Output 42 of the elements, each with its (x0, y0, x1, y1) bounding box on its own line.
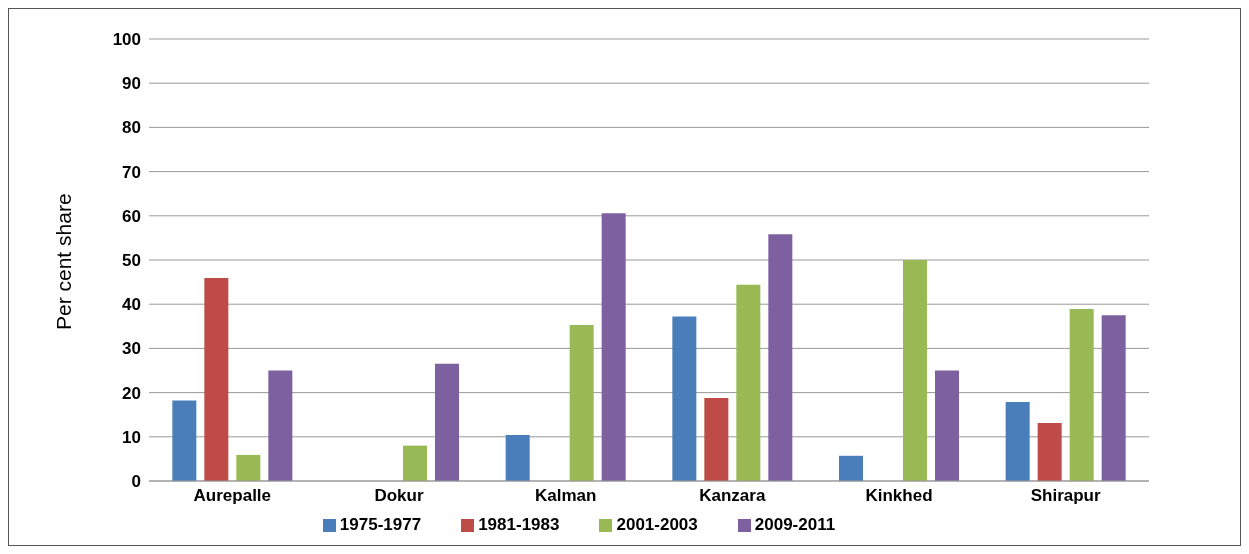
y-tick-label: 10 (122, 427, 141, 447)
x-tick-label: Kinkhed (865, 486, 933, 506)
bar (204, 278, 229, 481)
y-tick-label: 100 (112, 30, 141, 50)
bar (672, 316, 697, 481)
bar (601, 213, 626, 481)
x-tick-label: Kalman (534, 486, 597, 506)
bar (403, 445, 427, 481)
x-tick-label: Aurepalle (193, 486, 272, 506)
bar (736, 284, 761, 481)
bar (903, 260, 927, 481)
y-tick-label: 80 (122, 118, 141, 138)
bar (839, 455, 863, 481)
bar (268, 370, 293, 481)
bar (1037, 423, 1062, 481)
y-tick-label: 60 (122, 206, 141, 226)
y-tick-label: 90 (122, 74, 141, 94)
legend-label: 2001-2003 (616, 515, 698, 534)
x-tick-label: Kanzara (699, 486, 766, 506)
legend-label: 1981-1983 (478, 515, 560, 534)
bar (1069, 309, 1094, 481)
bar (704, 397, 729, 481)
x-tick-label: Dokur (374, 486, 424, 506)
y-tick-label: 50 (122, 251, 141, 271)
bar (569, 324, 594, 481)
bar (935, 370, 959, 481)
bar (505, 435, 530, 481)
bar (768, 234, 793, 481)
bar (236, 454, 261, 481)
bar (1101, 315, 1126, 481)
y-tick-label: 30 (122, 339, 141, 359)
legend-label: 1975-1977 (339, 515, 422, 534)
bar (172, 400, 197, 481)
x-tick-label: Shirapur (1030, 486, 1101, 506)
y-tick-label: 70 (122, 162, 141, 182)
bar (1005, 401, 1030, 481)
y-axis-title: Per cent share (52, 193, 76, 330)
y-tick-label: 40 (122, 295, 141, 315)
y-tick-label: 20 (122, 383, 141, 403)
legend-label: 2009-2011 (754, 515, 836, 534)
y-tick-label: 0 (131, 472, 141, 492)
bar (435, 363, 459, 481)
